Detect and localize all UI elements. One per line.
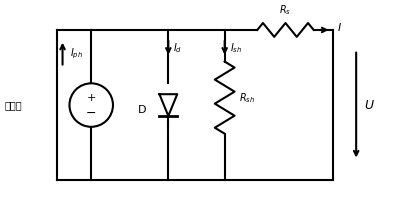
Text: $I_{ph}$: $I_{ph}$ (71, 47, 84, 61)
Text: $I_{sh}$: $I_{sh}$ (230, 41, 242, 55)
Text: 电流源: 电流源 (4, 100, 22, 110)
Text: $R_s$: $R_s$ (279, 3, 292, 17)
Text: +: + (87, 93, 96, 103)
Text: $R_{sh}$: $R_{sh}$ (238, 91, 255, 105)
Text: $I_d$: $I_d$ (173, 41, 182, 55)
Text: $U$: $U$ (364, 99, 375, 111)
Text: D: D (138, 105, 147, 115)
Text: −: − (86, 107, 97, 119)
Text: $I$: $I$ (337, 21, 342, 33)
